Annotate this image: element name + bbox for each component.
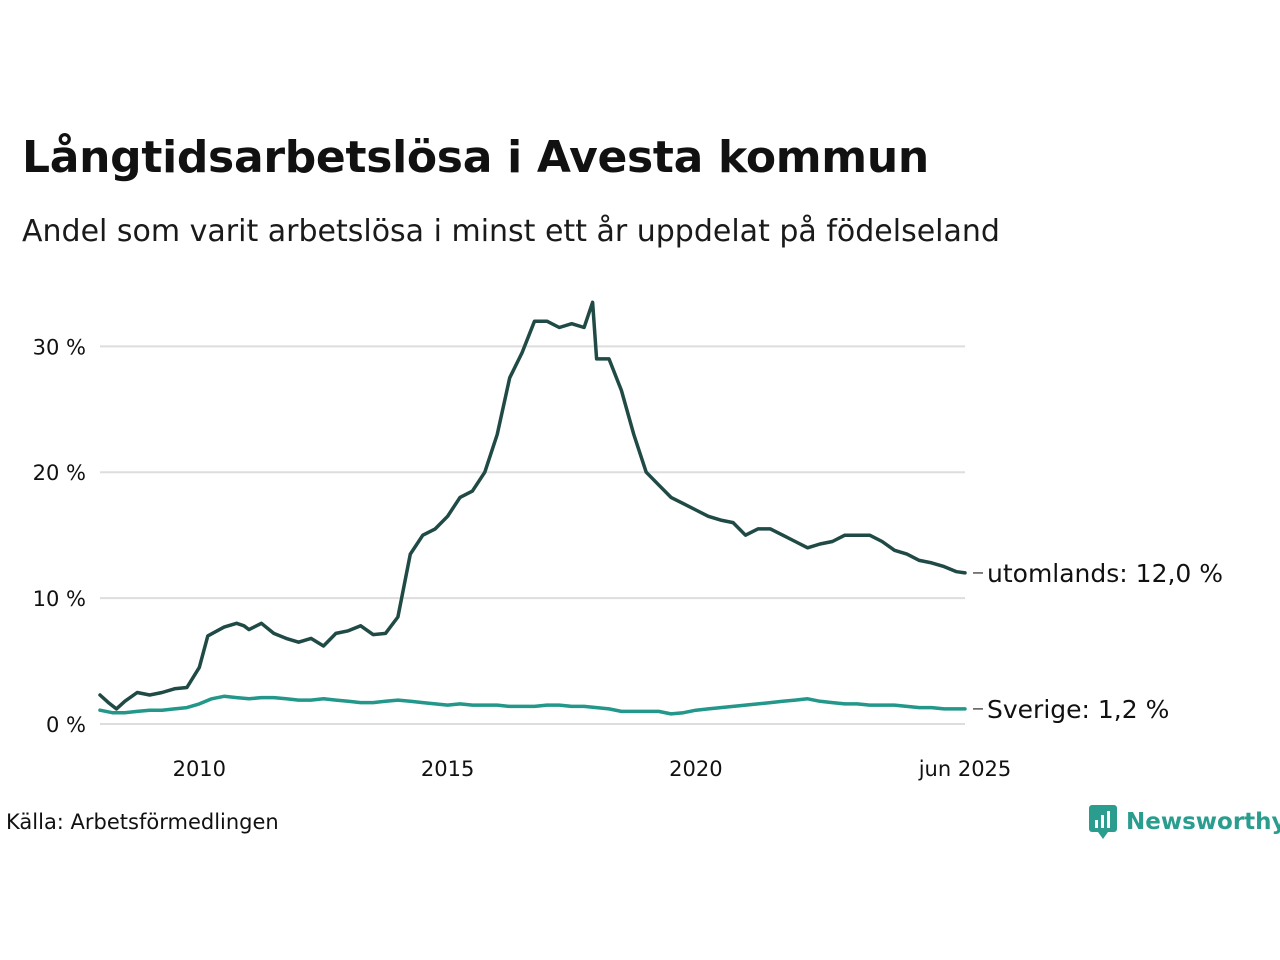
brand-name: Newsworthy: [1126, 809, 1280, 835]
brand-logo: Newsworthy: [1088, 804, 1280, 840]
x-tick-label: 2010: [173, 757, 226, 781]
chart-title: Långtidsarbetslösa i Avesta kommun: [22, 132, 929, 183]
gridlines: [100, 345, 965, 725]
end-labels: utomlands: 12,0 % Sverige: 1,2 %: [973, 559, 1223, 724]
chart-subtitle: Andel som varit arbetslösa i minst ett å…: [22, 214, 1000, 249]
x-tick-label: 2015: [421, 757, 474, 781]
series-line-utomlands: [98, 300, 967, 711]
source-note: Källa: Arbetsförmedlingen: [6, 810, 279, 834]
end-label-utomlands: utomlands: 12,0 %: [987, 559, 1223, 588]
y-axis-ticks: 0 % 10 % 20 % 30 %: [33, 335, 86, 737]
x-axis-ticks: 2010 2015 2020 jun 2025: [173, 757, 1012, 781]
end-label-sverige: Sverige: 1,2 %: [987, 695, 1169, 724]
series-line-sverige: [98, 694, 967, 716]
y-tick-label: 0 %: [46, 713, 86, 737]
x-tick-label: 2020: [669, 757, 722, 781]
y-tick-label: 30 %: [33, 335, 86, 359]
x-tick-label: jun 2025: [918, 757, 1012, 781]
y-tick-label: 20 %: [33, 461, 86, 485]
newsworthy-logo-icon: [1089, 805, 1117, 839]
series-lines: [98, 300, 967, 716]
y-tick-label: 10 %: [33, 587, 86, 611]
